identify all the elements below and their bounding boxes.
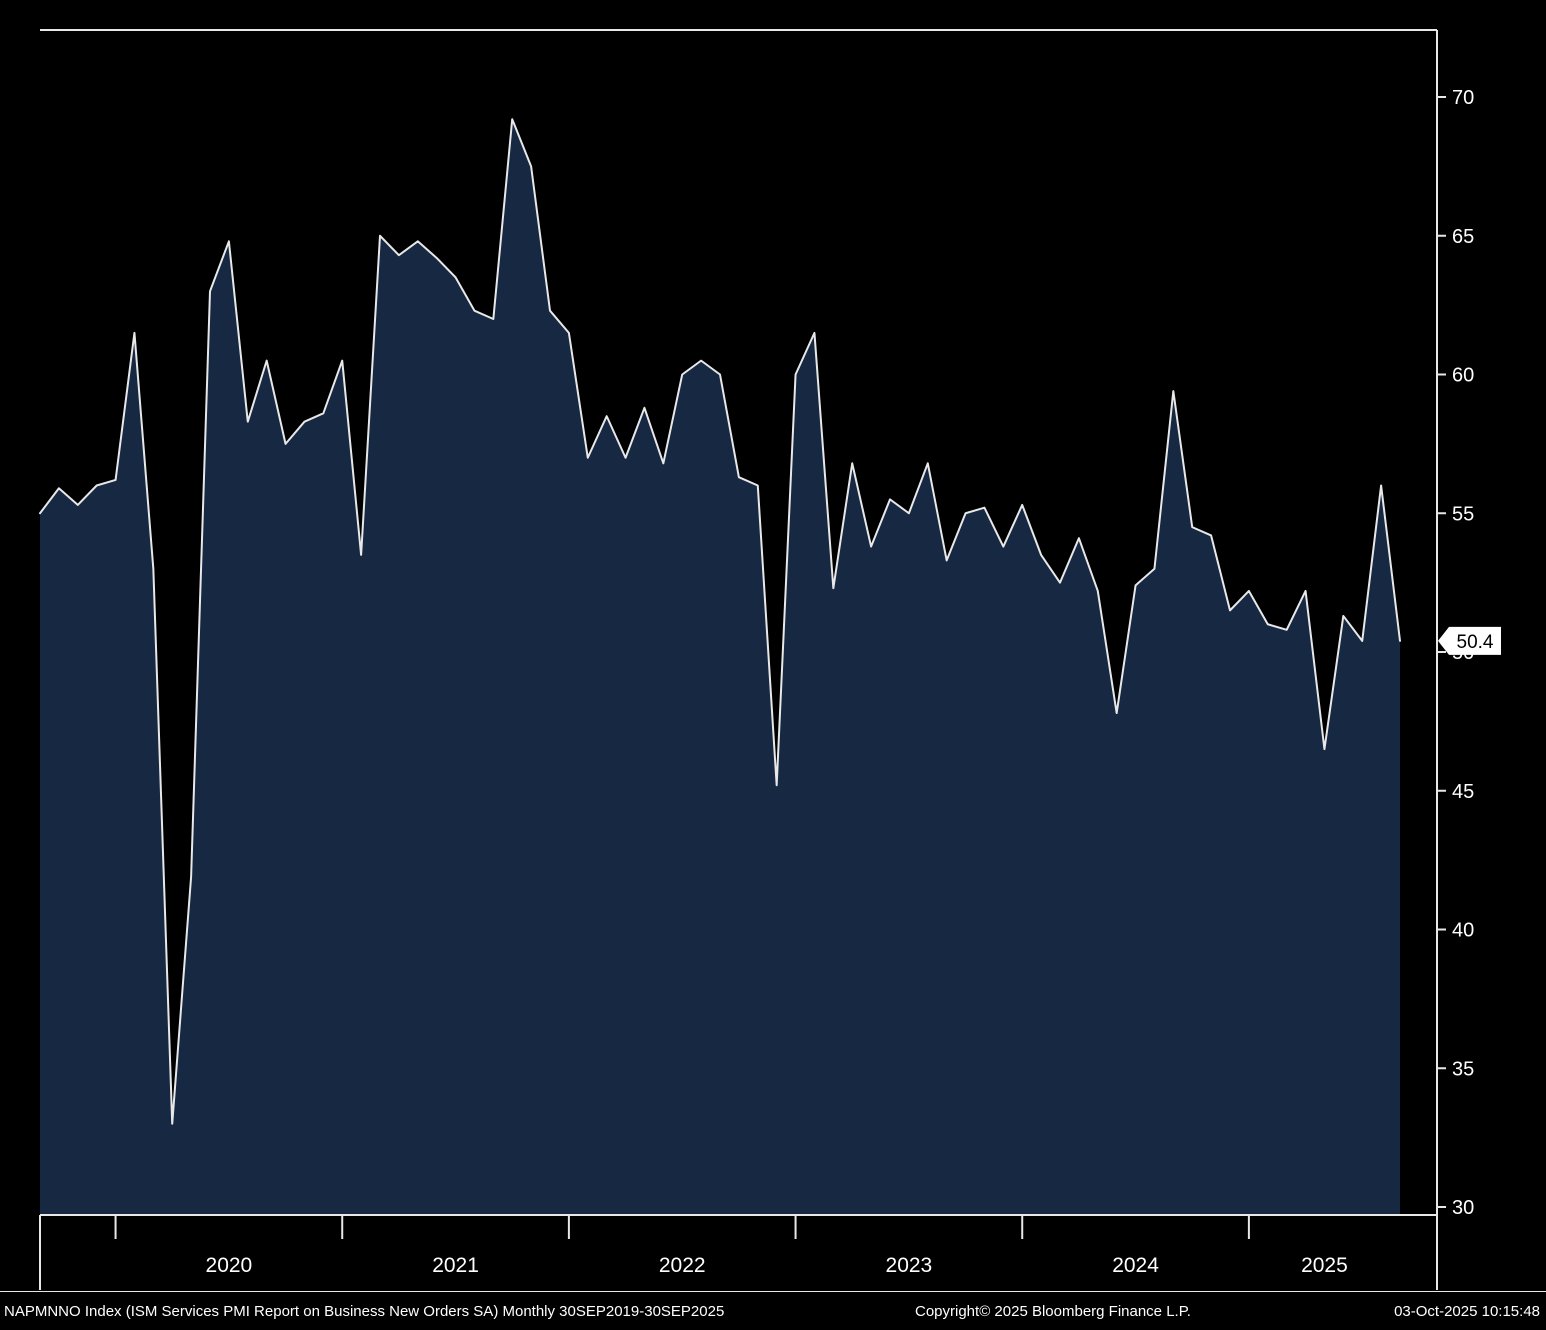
year-label: 2020 xyxy=(206,1254,253,1277)
value-line xyxy=(39,118,1401,1125)
year-label: 2024 xyxy=(1112,1254,1159,1277)
footer-copyright: Copyright© 2025 Bloomberg Finance L.P. xyxy=(915,1302,1191,1320)
y-axis-tick-label: 35 xyxy=(1452,1058,1474,1080)
y-axis-tick-label: 55 xyxy=(1452,503,1474,525)
last-value-tag xyxy=(1438,626,1501,655)
year-label: 2025 xyxy=(1301,1254,1348,1277)
footer-series-description: NAPMNNO Index (ISM Services PMI Report o… xyxy=(4,1302,725,1320)
year-label: 2022 xyxy=(659,1254,706,1277)
y-axis-tick-label: 45 xyxy=(1452,781,1474,803)
year-label: 2023 xyxy=(886,1254,933,1277)
year-label: 2021 xyxy=(432,1254,479,1277)
y-axis-tick-label: 30 xyxy=(1452,1197,1474,1219)
last-value-tag-text: 50.4 xyxy=(1457,632,1494,653)
y-axis-tick-label: 40 xyxy=(1452,920,1474,942)
y-axis-tick-label: 65 xyxy=(1452,226,1474,248)
y-axis-tick-label: 70 xyxy=(1452,87,1474,109)
y-axis-tick-label: 60 xyxy=(1452,365,1474,387)
chart-footer: NAPMNNO Index (ISM Services PMI Report o… xyxy=(0,1291,1546,1330)
area-fill[interactable] xyxy=(40,119,1400,1216)
footer-timestamp: 03-Oct-2025 10:15:48 xyxy=(1394,1302,1540,1320)
